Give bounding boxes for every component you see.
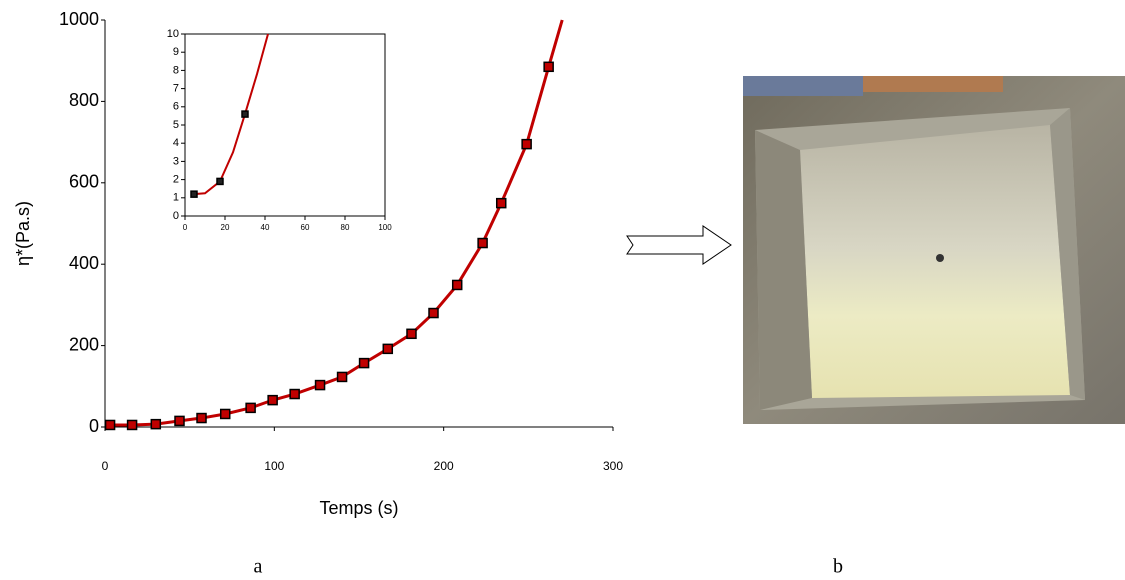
data-point <box>104 419 116 431</box>
data-point <box>495 197 507 209</box>
data-point <box>406 328 417 340</box>
x-tick-label: 60 <box>301 223 310 232</box>
data-point <box>289 388 300 400</box>
data-point <box>477 237 488 249</box>
data-point <box>382 343 394 355</box>
x-tick-label: 20 <box>221 223 230 232</box>
data-point <box>174 415 185 427</box>
y-tick-label: 2 <box>173 174 179 186</box>
data-point <box>336 371 348 383</box>
y-tick-label: 600 <box>69 172 99 192</box>
data-point <box>196 412 207 424</box>
data-point <box>358 357 370 369</box>
x-tick-label: 300 <box>603 459 623 473</box>
data-point <box>126 419 138 431</box>
y-tick-label: 400 <box>69 253 99 273</box>
data-point <box>241 110 249 118</box>
data-point <box>521 138 532 150</box>
panel-label: a <box>254 556 263 578</box>
y-tick-label: 1000 <box>59 9 99 29</box>
x-tick-label: 100 <box>378 223 392 232</box>
y-tick-label: 0 <box>89 416 99 436</box>
data-point <box>245 402 256 414</box>
x-tick-label: 100 <box>264 459 284 473</box>
data-point <box>428 307 439 319</box>
y-tick-label: 0 <box>173 210 179 222</box>
y-tick-label: 7 <box>173 83 179 95</box>
y-tick-label: 6 <box>173 101 179 113</box>
photo <box>743 76 1125 424</box>
x-axis-title: Temps (s) <box>319 498 398 518</box>
x-tick-label: 40 <box>261 223 270 232</box>
y-tick-label: 5 <box>173 119 179 131</box>
y-tick-label: 800 <box>69 90 99 110</box>
panel-label: b <box>833 556 843 578</box>
y-tick-label: 10 <box>167 28 179 40</box>
x-tick-label: 80 <box>341 223 350 232</box>
data-point <box>451 279 463 291</box>
arrow <box>626 225 732 265</box>
y-tick-label: 1 <box>173 192 179 204</box>
y-tick-label: 200 <box>69 334 99 354</box>
x-tick-label: 200 <box>434 459 454 473</box>
y-axis-title: η*(Pa.s) <box>13 201 33 266</box>
data-point <box>267 394 278 406</box>
data-point <box>314 379 326 391</box>
data-point <box>543 61 554 73</box>
plot-frame <box>184 33 386 217</box>
x-tick-label: 0 <box>102 459 109 473</box>
data-point <box>190 190 198 198</box>
fit-line <box>110 19 564 427</box>
y-tick-label: 4 <box>173 137 179 149</box>
data-point <box>216 177 224 186</box>
x-tick-label: 0 <box>183 223 188 232</box>
fit-line <box>193 33 269 196</box>
y-tick-label: 9 <box>173 46 179 58</box>
data-point <box>150 418 162 430</box>
y-tick-label: 3 <box>173 155 179 167</box>
data-point <box>219 408 231 420</box>
y-tick-label: 8 <box>173 64 179 76</box>
